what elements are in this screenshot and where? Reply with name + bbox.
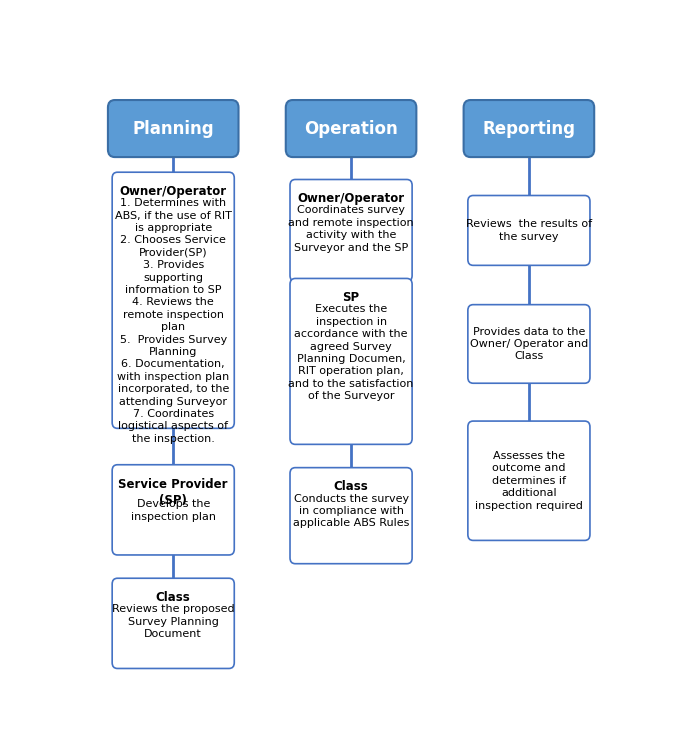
Text: Executes the
inspection in
accordance with the
agreed Survey
Planning Documen,
R: Executes the inspection in accordance wi… bbox=[288, 305, 414, 401]
Text: Develops the
inspection plan: Develops the inspection plan bbox=[131, 499, 216, 522]
Text: SP: SP bbox=[342, 291, 360, 304]
FancyBboxPatch shape bbox=[468, 305, 590, 383]
FancyBboxPatch shape bbox=[290, 278, 412, 445]
Text: Class: Class bbox=[156, 591, 190, 604]
FancyBboxPatch shape bbox=[290, 179, 412, 281]
Text: Operation: Operation bbox=[304, 119, 398, 138]
FancyBboxPatch shape bbox=[112, 172, 234, 429]
FancyBboxPatch shape bbox=[468, 421, 590, 541]
FancyBboxPatch shape bbox=[112, 578, 234, 668]
Text: 1. Determines with
ABS, if the use of RIT
is appropriate
2. Chooses Service
Prov: 1. Determines with ABS, if the use of RI… bbox=[115, 198, 232, 444]
Text: Reviews the proposed
Survey Planning
Document: Reviews the proposed Survey Planning Doc… bbox=[112, 604, 234, 639]
Text: Owner/Operator: Owner/Operator bbox=[120, 185, 227, 198]
FancyBboxPatch shape bbox=[290, 468, 412, 564]
Text: Service Provider
(SP): Service Provider (SP) bbox=[119, 478, 228, 507]
Text: Coordinates survey
and remote inspection
activity with the
Surveyor and the SP: Coordinates survey and remote inspection… bbox=[288, 206, 414, 253]
Text: Reviews  the results of
the survey: Reviews the results of the survey bbox=[466, 219, 592, 242]
Text: Conducts the survey
in compliance with
applicable ABS Rules: Conducts the survey in compliance with a… bbox=[293, 494, 409, 528]
FancyBboxPatch shape bbox=[468, 196, 590, 265]
FancyBboxPatch shape bbox=[464, 100, 594, 157]
FancyBboxPatch shape bbox=[286, 100, 416, 157]
Text: Planning: Planning bbox=[132, 119, 214, 138]
Text: Owner/Operator: Owner/Operator bbox=[297, 192, 405, 206]
Text: Assesses the
outcome and
determines if
additional
inspection required: Assesses the outcome and determines if a… bbox=[475, 451, 583, 510]
Text: Class: Class bbox=[334, 481, 369, 494]
Text: Provides data to the
Owner/ Operator and
Class: Provides data to the Owner/ Operator and… bbox=[470, 327, 588, 361]
FancyBboxPatch shape bbox=[108, 100, 238, 157]
FancyBboxPatch shape bbox=[112, 465, 234, 555]
Text: Reporting: Reporting bbox=[482, 119, 575, 138]
